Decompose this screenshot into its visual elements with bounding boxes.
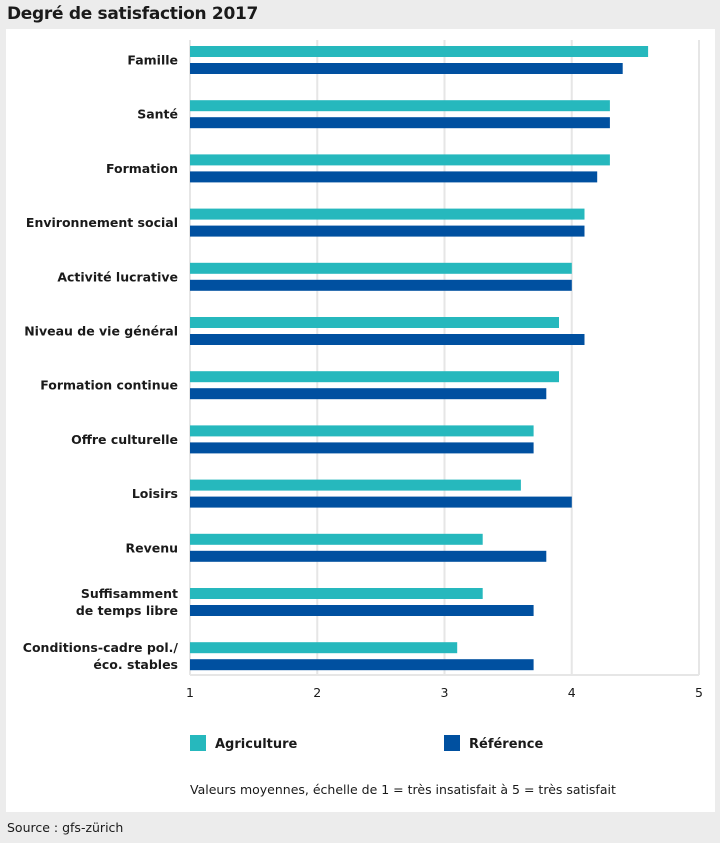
bar-reference <box>190 117 610 129</box>
bar-agriculture <box>190 425 534 437</box>
category-label: Activité lucrative <box>57 269 178 284</box>
bar-reference <box>190 659 534 671</box>
bar-reference <box>190 63 623 74</box>
category-labels: Famille Santé Formation Environnement socia… <box>23 53 179 673</box>
category-label: Environnement social <box>26 215 178 230</box>
legend: Agriculture Référence <box>190 735 543 752</box>
x-axis-ticks: 1 2 3 4 5 <box>186 685 703 700</box>
bar-agriculture <box>190 533 483 545</box>
category-label: Revenu <box>125 540 178 555</box>
category-label: Famille <box>127 53 178 68</box>
bar-agriculture <box>190 154 610 166</box>
bar-agriculture <box>190 371 559 383</box>
bar-reference <box>190 334 585 345</box>
category-label: Formation <box>106 161 178 176</box>
category-label: de temps libre <box>76 603 178 618</box>
bar-reference <box>190 279 572 291</box>
bar-reference <box>190 442 534 454</box>
bar-reference <box>190 225 585 237</box>
bar-agriculture <box>190 642 458 654</box>
bar-agriculture <box>190 46 649 57</box>
legend-label-reference: Référence <box>469 737 543 752</box>
category-label: Conditions-cadre pol./ <box>23 640 179 655</box>
bar-agriculture <box>190 317 559 328</box>
category-label: Niveau de vie général <box>24 324 178 339</box>
category-label: Loisirs <box>132 486 178 501</box>
category-label: éco. stables <box>93 657 178 672</box>
source-note: Source : gfs-zürich <box>7 820 124 835</box>
legend-swatch-reference <box>444 735 460 751</box>
scale-note: Valeurs moyennes, échelle de 1 = très in… <box>190 782 616 797</box>
bars <box>190 46 649 671</box>
bar-agriculture <box>190 479 521 491</box>
x-tick-label: 3 <box>441 685 449 700</box>
legend-label-agriculture: Agriculture <box>215 737 298 752</box>
bar-agriculture <box>190 262 572 274</box>
bar-agriculture <box>190 100 610 112</box>
bar-agriculture <box>190 208 585 220</box>
x-tick-label: 1 <box>186 685 194 700</box>
bar-reference <box>190 388 547 400</box>
category-label: Formation continue <box>40 378 178 393</box>
bar-reference <box>190 171 598 183</box>
chart-title: Degré de satisfaction 2017 <box>7 4 259 24</box>
x-tick-label: 5 <box>695 685 703 700</box>
x-tick-label: 4 <box>568 685 576 700</box>
x-tick-label: 2 <box>313 685 321 700</box>
bar-reference <box>190 605 534 616</box>
bar-reference <box>190 496 572 508</box>
category-label: Suffisamment <box>81 586 178 601</box>
category-label: Offre culturelle <box>71 432 178 447</box>
legend-swatch-agriculture <box>190 735 206 751</box>
bar-reference <box>190 550 547 562</box>
category-label: Santé <box>137 107 178 122</box>
gridlines <box>189 40 700 676</box>
bar-agriculture <box>190 588 483 599</box>
